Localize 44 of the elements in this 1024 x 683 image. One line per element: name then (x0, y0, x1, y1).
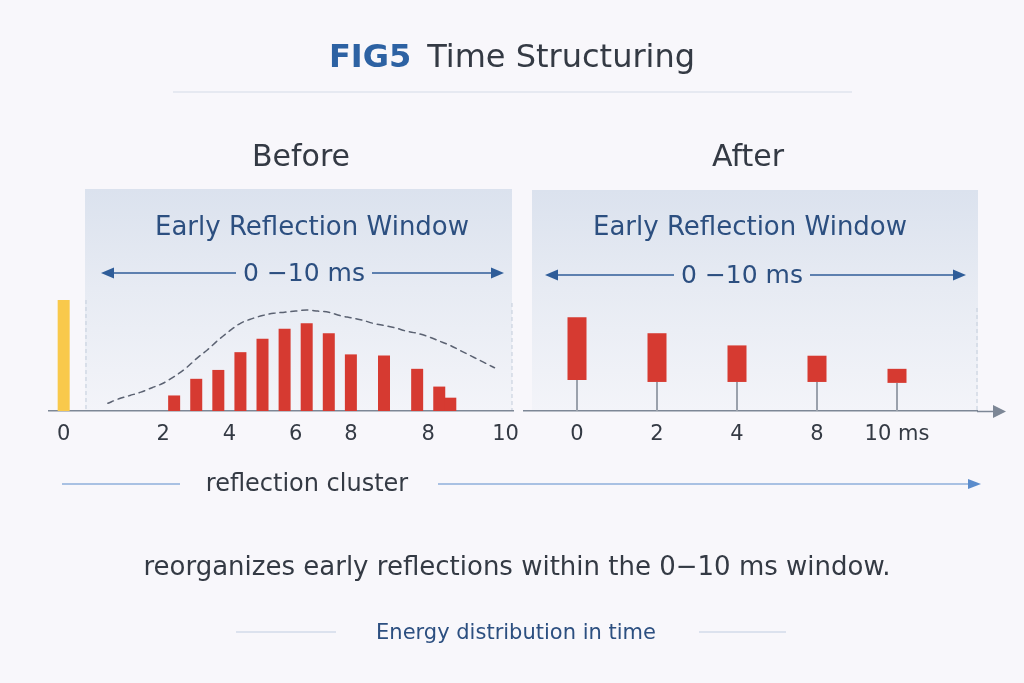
bar (647, 333, 667, 382)
bar (736, 381, 738, 411)
bar (816, 381, 818, 411)
x-tick-label: 8 (344, 421, 358, 446)
text: FIG5 Time Structuring (328, 36, 696, 75)
text: reflection cluster (205, 469, 409, 498)
text: Energy distribution in time (376, 619, 656, 645)
bar (278, 328, 291, 411)
x-tick-label: 6 (288, 421, 303, 446)
chart-title: Before (251, 137, 351, 174)
bar (322, 333, 335, 411)
x-tick-label: 10 (492, 421, 519, 446)
bar (411, 368, 424, 411)
bar (727, 345, 747, 382)
bar (234, 352, 247, 411)
x-tick-label: 0 (56, 421, 71, 446)
text: 0 −10 ms (681, 259, 803, 290)
bar (378, 355, 391, 411)
bar (896, 382, 898, 411)
x-tick-label: 2 (156, 421, 170, 446)
bar (57, 300, 70, 411)
text: Early Reflection Window (592, 211, 908, 242)
bar (256, 338, 269, 411)
x-tick-label: 2 (650, 421, 664, 446)
x-tick-label: 10 ms (864, 421, 930, 446)
bar (212, 369, 225, 411)
bar (887, 368, 907, 383)
bar (190, 378, 203, 411)
x-tick-label: 0 (570, 421, 584, 446)
x-tick-label: 8 (810, 421, 824, 446)
bar (567, 317, 587, 381)
x-tick-label: 4 (222, 421, 237, 446)
text: 0 −10 ms (243, 257, 365, 288)
bar (807, 355, 827, 382)
bar (344, 354, 357, 411)
x-tick-label: 8 (421, 421, 435, 446)
chart-title: After (711, 137, 785, 174)
x-tick-label: 4 (730, 421, 744, 446)
bar (576, 380, 578, 411)
bar (168, 395, 181, 411)
text: reorganizes early reflections within the 0−10 ms window. (143, 551, 891, 582)
text: Early Reflection Window (154, 211, 470, 242)
bar (656, 381, 658, 411)
bar (300, 323, 313, 411)
